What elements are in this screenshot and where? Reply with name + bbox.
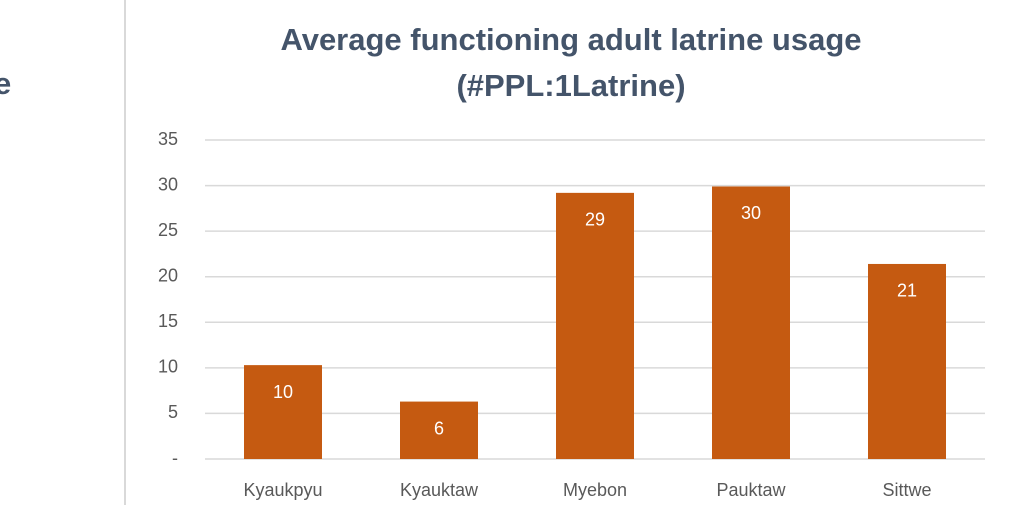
- y-tick-label: 35: [158, 129, 178, 149]
- bar: [400, 401, 478, 459]
- y-tick-label: 20: [158, 265, 178, 285]
- data-label: 10: [273, 382, 293, 402]
- y-tick-label: 25: [158, 220, 178, 240]
- y-tick-label: 10: [158, 357, 178, 377]
- y-tick-label: 30: [158, 174, 178, 194]
- y-tick-label: -: [172, 448, 178, 468]
- side-text: e: [0, 66, 11, 101]
- data-label: 6: [434, 418, 444, 438]
- y-tick-label: 15: [158, 311, 178, 331]
- data-label: 21: [897, 281, 917, 301]
- x-tick-label: Sittwe: [882, 480, 931, 500]
- x-tick-label: Kyauktaw: [400, 480, 479, 500]
- data-label: 30: [741, 203, 761, 223]
- y-tick-label: 5: [168, 402, 178, 422]
- bar: [556, 192, 634, 459]
- x-tick-label: Pauktaw: [716, 480, 786, 500]
- data-label: 29: [585, 210, 605, 230]
- chart-title: Average functioning adult latrine usage: [280, 22, 861, 57]
- bar: [868, 263, 946, 459]
- bar: [244, 365, 322, 459]
- bar: [712, 186, 790, 460]
- chart-subtitle: (#PPL:1Latrine): [456, 68, 685, 103]
- x-tick-label: Kyaukpyu: [243, 480, 322, 500]
- x-tick-label: Myebon: [563, 480, 627, 500]
